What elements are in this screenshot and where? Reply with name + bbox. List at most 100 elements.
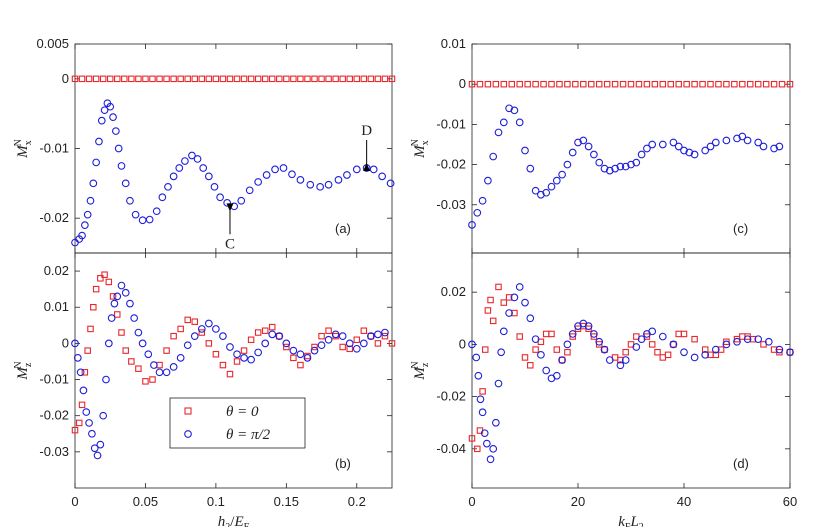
circle-marker: [574, 138, 582, 147]
x-axis-label: h2/EF: [218, 514, 250, 527]
circle-marker: [515, 283, 524, 291]
circle-marker: [183, 341, 192, 350]
square-marker: [346, 345, 353, 353]
label-part: /: [230, 514, 235, 527]
circle-marker: [296, 176, 305, 184]
circle-marker: [590, 330, 598, 338]
square-marker: [476, 80, 484, 88]
square-marker: [527, 362, 534, 369]
circle-marker: [254, 348, 263, 357]
circle-marker: [188, 151, 196, 160]
square-marker: [205, 75, 213, 83]
circle-marker: [754, 138, 763, 147]
circle-marker: [764, 337, 773, 346]
square-marker: [611, 80, 619, 88]
label-part: x: [23, 140, 34, 145]
square-marker: [339, 343, 346, 351]
square-marker: [198, 75, 206, 83]
square-marker: [311, 75, 318, 83]
circle-marker: [175, 164, 184, 172]
square-marker: [353, 75, 361, 83]
x-tick-label: 0.2: [348, 494, 366, 509]
square-marker: [532, 346, 539, 353]
square-marker: [617, 356, 624, 364]
square-marker: [374, 75, 382, 83]
square-marker: [762, 80, 770, 88]
circle-marker: [558, 170, 566, 179]
circle-marker: [73, 353, 82, 362]
circle-marker: [775, 345, 784, 354]
circle-marker: [568, 148, 577, 157]
label-part: N: [410, 361, 421, 368]
circle-marker: [701, 350, 710, 359]
x-axis-label: kFL2: [618, 514, 644, 527]
square-marker: [106, 75, 114, 83]
square-marker: [268, 75, 276, 83]
circle-marker: [474, 371, 483, 380]
square-marker: [701, 346, 709, 353]
square-marker: [105, 278, 113, 286]
circle-marker: [658, 332, 667, 341]
square-marker: [353, 336, 361, 344]
square-marker: [142, 75, 149, 83]
circle-marker: [324, 335, 333, 344]
circle-marker: [648, 140, 657, 149]
circle-marker: [345, 339, 354, 348]
square-marker: [489, 317, 497, 325]
circle-marker: [158, 193, 167, 202]
circle-marker: [240, 353, 248, 362]
square-marker: [170, 332, 177, 340]
circle-marker: [95, 137, 103, 146]
circle-marker: [121, 288, 130, 297]
square-marker: [122, 347, 129, 354]
square-marker: [786, 348, 794, 356]
square-marker: [149, 376, 156, 383]
label-part: z: [420, 362, 431, 367]
square-marker: [276, 332, 283, 340]
circle-marker: [738, 132, 747, 141]
label-part: N: [13, 361, 24, 368]
square-marker: [240, 347, 248, 354]
circle-marker: [386, 179, 395, 188]
square-marker: [205, 340, 213, 347]
x-tick-label: 0: [71, 494, 78, 509]
legend-swatch: [184, 430, 192, 438]
axes-frame: [74, 252, 393, 489]
y-tick-label: -0.02: [39, 408, 69, 423]
circle-marker: [114, 144, 123, 153]
circle-marker: [637, 335, 646, 344]
square-marker: [542, 330, 550, 338]
y-tick-label: -0.04: [436, 441, 466, 456]
legend-box: [169, 397, 306, 449]
square-marker: [516, 333, 523, 340]
circle-marker: [595, 337, 604, 346]
square-marker: [212, 75, 220, 83]
square-marker: [240, 75, 248, 83]
square-marker: [219, 361, 227, 369]
square-marker: [675, 330, 682, 338]
circle-marker: [690, 353, 699, 362]
y-tick-label: 0.02: [44, 263, 69, 278]
circle-marker: [632, 343, 641, 351]
circle-marker: [468, 221, 476, 229]
circle-marker: [473, 208, 482, 217]
y-tick-label: -0.01: [436, 116, 466, 131]
circle-marker: [775, 142, 784, 151]
circle-marker: [648, 327, 657, 336]
circle-marker: [552, 371, 561, 380]
x-tick-label: 0.05: [133, 494, 158, 509]
y-tick-label: 0: [62, 71, 69, 86]
label-part: k: [618, 514, 625, 527]
circle-marker: [521, 298, 529, 307]
square-marker: [367, 75, 375, 83]
square-marker: [654, 348, 661, 356]
square-marker: [142, 378, 149, 385]
circle-marker: [632, 158, 641, 167]
y-tick-label: -0.02: [436, 157, 466, 172]
circle-marker: [338, 332, 347, 341]
square-marker: [667, 80, 674, 88]
circle-marker: [605, 356, 614, 364]
circle-marker: [152, 207, 161, 216]
square-marker: [71, 75, 79, 83]
circle-marker: [537, 350, 545, 359]
